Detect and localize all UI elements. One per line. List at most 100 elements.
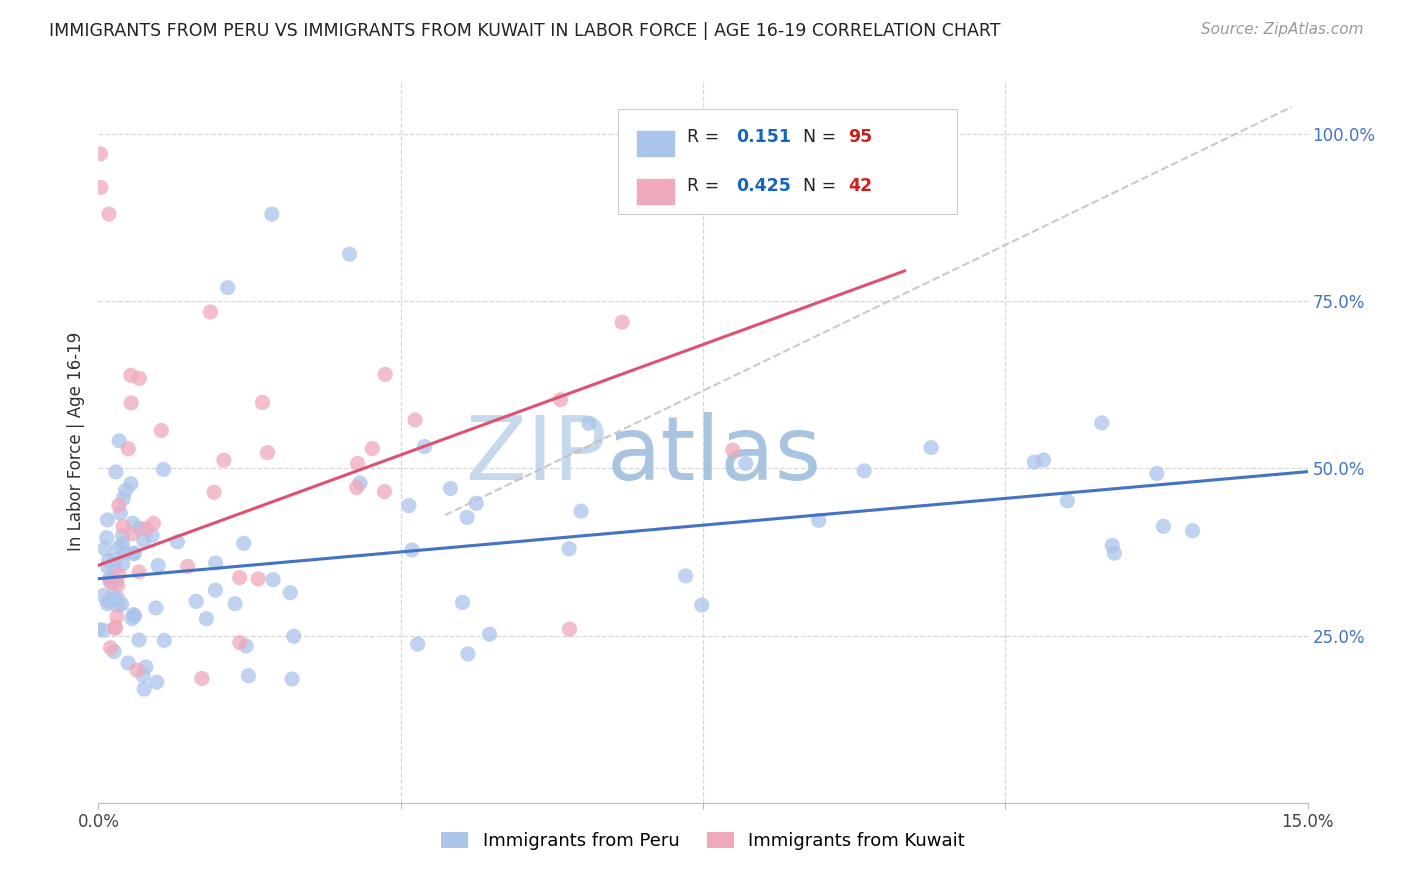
Point [256, 445, 278, 459]
Point [1024, 455, 1046, 469]
Point [96, 531, 118, 545]
Point [128, 632, 150, 647]
Text: R =: R = [688, 177, 725, 195]
Point [734, 457, 756, 471]
Point [98, 574, 121, 588]
Point [413, 440, 436, 454]
Legend: Immigrants from Peru, Immigrants from Kuwait: Immigrants from Peru, Immigrants from Ku… [432, 822, 974, 859]
Text: R =: R = [688, 128, 725, 146]
Point [439, 482, 461, 496]
Point [339, 247, 361, 261]
Text: IMMIGRANTS FROM PERU VS IMMIGRANTS FROM KUWAIT IN LABOR FORCE | AGE 16-19 CORREL: IMMIGRANTS FROM PERU VS IMMIGRANTS FROM … [49, 22, 1001, 40]
Point [124, 609, 146, 624]
Point [104, 465, 127, 479]
Point [132, 533, 155, 548]
Point [103, 552, 125, 566]
Point [232, 536, 254, 550]
Text: 0.425: 0.425 [735, 177, 790, 195]
Point [346, 480, 368, 494]
Point [558, 541, 581, 556]
Point [132, 669, 155, 683]
Point [721, 443, 744, 458]
Point [122, 546, 145, 560]
Text: ZIP: ZIP [465, 412, 606, 500]
Point [100, 575, 122, 590]
Point [478, 627, 501, 641]
Point [90, 147, 112, 161]
Point [114, 483, 136, 498]
Point [128, 371, 150, 385]
Point [135, 521, 157, 535]
Point [128, 521, 150, 535]
Point [228, 570, 250, 584]
Point [120, 368, 142, 383]
Point [120, 396, 142, 410]
Point [456, 510, 478, 524]
Point [107, 578, 129, 592]
Point [204, 583, 226, 598]
Point [247, 572, 270, 586]
Point [204, 556, 226, 570]
Point [224, 597, 246, 611]
Point [108, 499, 131, 513]
Point [111, 519, 134, 533]
Point [578, 417, 600, 431]
Point [1152, 519, 1174, 533]
Point [404, 413, 426, 427]
Point [200, 305, 222, 319]
Point [121, 526, 143, 541]
Point [117, 656, 139, 670]
Point [398, 499, 420, 513]
Point [166, 534, 188, 549]
Point [346, 457, 368, 471]
Point [145, 600, 167, 615]
Point [920, 441, 942, 455]
Point [349, 475, 371, 490]
Point [87, 623, 110, 637]
Point [104, 620, 127, 634]
Point [112, 491, 135, 506]
Point [108, 541, 131, 555]
Point [97, 559, 120, 574]
Point [853, 464, 876, 478]
Point [122, 607, 145, 622]
Point [93, 624, 115, 638]
Point [229, 635, 252, 649]
Text: 95: 95 [848, 128, 872, 146]
Point [108, 434, 131, 448]
Point [100, 640, 122, 655]
Point [569, 504, 592, 518]
Point [103, 589, 125, 603]
Point [1101, 539, 1123, 553]
Point [117, 442, 139, 456]
Point [195, 612, 218, 626]
Point [94, 541, 117, 556]
Point [104, 561, 127, 575]
Text: Source: ZipAtlas.com: Source: ZipAtlas.com [1201, 22, 1364, 37]
Point [235, 639, 257, 653]
Point [217, 281, 239, 295]
Point [97, 207, 120, 221]
Text: N =: N = [803, 177, 842, 195]
Point [1104, 546, 1126, 560]
Point [1032, 453, 1054, 467]
Point [93, 589, 115, 603]
Point [110, 506, 132, 520]
Point [457, 647, 479, 661]
Point [96, 513, 118, 527]
Point [148, 558, 170, 573]
Point [252, 395, 274, 409]
Point [111, 536, 134, 550]
Point [191, 672, 214, 686]
Y-axis label: In Labor Force | Age 16-19: In Labor Force | Age 16-19 [66, 332, 84, 551]
Point [281, 672, 304, 686]
Point [550, 392, 572, 407]
Point [361, 442, 384, 456]
Point [135, 660, 157, 674]
Point [262, 573, 284, 587]
Point [142, 516, 165, 531]
Text: 42: 42 [848, 177, 872, 195]
Point [283, 629, 305, 643]
FancyBboxPatch shape [637, 178, 675, 205]
Point [134, 681, 156, 696]
